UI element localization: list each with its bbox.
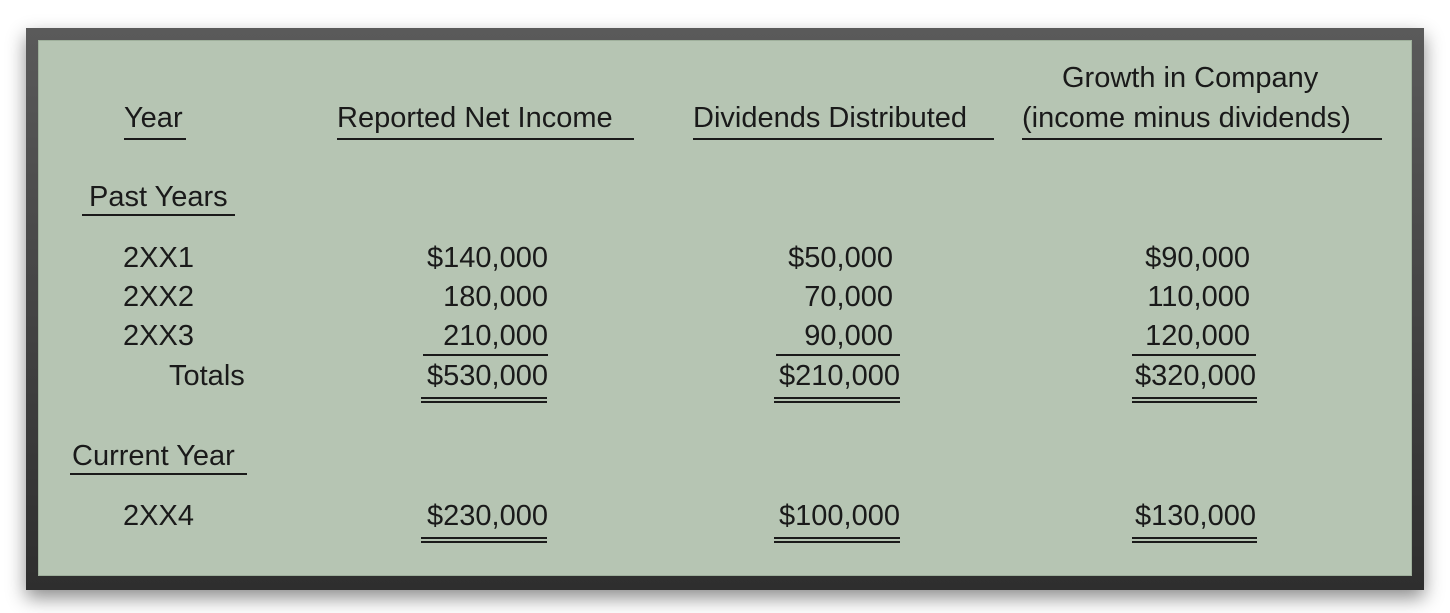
table-cell-dividends: $100,000 xyxy=(779,500,900,532)
totals-dividends: $210,000 xyxy=(779,360,900,392)
table-cell-net-income: 210,000 xyxy=(443,320,548,352)
section-label-current-year: Current Year xyxy=(72,440,235,472)
table-cell-growth: $90,000 xyxy=(1145,242,1250,274)
header-net-income-underline xyxy=(337,138,634,140)
totals-double-rule-dividends xyxy=(774,397,900,403)
header-dividends: Dividends Distributed xyxy=(693,102,968,134)
subtotal-rule-growth xyxy=(1132,354,1256,356)
table-cell-net-income: 180,000 xyxy=(443,281,548,313)
table-panel xyxy=(38,40,1412,576)
section-current-year-underline xyxy=(70,473,247,475)
table-cell-growth: 120,000 xyxy=(1145,320,1250,352)
current-double-rule-net-income xyxy=(421,537,547,543)
table-cell-growth: $130,000 xyxy=(1135,500,1256,532)
table-cell-growth: 110,000 xyxy=(1147,281,1250,313)
table-row-year: 2XX1 xyxy=(123,242,194,274)
table-cell-dividends: 70,000 xyxy=(804,281,893,313)
table-row-year: 2XX3 xyxy=(123,320,194,352)
section-label-past-years: Past Years xyxy=(89,181,228,213)
section-past-years-underline xyxy=(82,214,235,216)
table-row-year: 2XX4 xyxy=(123,500,194,532)
table-cell-net-income: $230,000 xyxy=(427,500,548,532)
header-year-underline xyxy=(124,138,186,140)
totals-growth: $320,000 xyxy=(1135,360,1256,392)
subtotal-rule-dividends xyxy=(776,354,900,356)
header-year: Year xyxy=(124,102,183,134)
table-cell-dividends: 90,000 xyxy=(804,320,893,352)
totals-double-rule-net-income xyxy=(421,397,547,403)
header-growth-underline xyxy=(1022,138,1382,140)
totals-net-income: $530,000 xyxy=(427,360,548,392)
header-growth-line2: (income minus dividends) xyxy=(1022,102,1351,134)
header-net-income: Reported Net Income xyxy=(337,102,613,134)
totals-label: Totals xyxy=(169,360,245,392)
current-double-rule-growth xyxy=(1132,537,1257,543)
current-double-rule-dividends xyxy=(774,537,900,543)
header-dividends-underline xyxy=(693,138,994,140)
table-cell-net-income: $140,000 xyxy=(427,242,548,274)
table-row-year: 2XX2 xyxy=(123,281,194,313)
subtotal-rule-net-income xyxy=(423,354,548,356)
table-cell-dividends: $50,000 xyxy=(788,242,893,274)
header-growth-line1: Growth in Company xyxy=(1062,62,1319,94)
totals-double-rule-growth xyxy=(1132,397,1257,403)
